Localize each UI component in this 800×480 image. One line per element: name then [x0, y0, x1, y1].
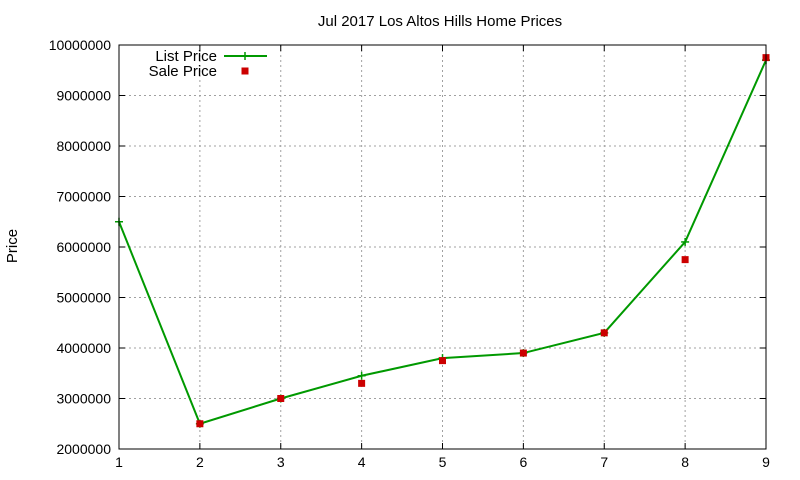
y-tick-label: 2000000: [56, 441, 111, 457]
x-tick-label: 1: [115, 454, 123, 470]
sale-price-point: [277, 395, 285, 402]
x-tick-label: 3: [277, 454, 285, 470]
x-tick-label: 5: [439, 454, 447, 470]
sale-price-point: [439, 357, 446, 365]
sale-price-point: [519, 349, 527, 357]
x-tick-label: 2: [196, 454, 204, 470]
tick-layer: 1 2 3 4 5 6 7 8 9 2000000 3000000 4000000 5000000 600…: [49, 37, 770, 470]
y-tick-label: 5000000: [56, 290, 111, 306]
y-tick-label: 10000000: [49, 37, 112, 53]
legend-label-sale-price: Sale Price: [149, 63, 217, 80]
y-tick-label: 8000000: [56, 138, 111, 154]
chart-title: Jul 2017 Los Altos Hills Home Prices: [318, 13, 562, 30]
y-tick-label: 3000000: [56, 391, 111, 407]
legend-marker-sale-price: [241, 67, 249, 75]
y-tick-label: 4000000: [56, 340, 111, 356]
y-tick-label: 7000000: [56, 189, 111, 205]
list-price-point: [357, 371, 366, 380]
sale-price-point: [196, 420, 204, 428]
x-tick-label: 8: [681, 454, 689, 470]
x-tick-label: 4: [358, 454, 366, 470]
legend-marker-list-price: [241, 52, 249, 60]
sale-price-point: [600, 329, 608, 337]
y-axis-label: Price: [4, 229, 21, 263]
grid: [119, 45, 766, 449]
y-tick-label: 6000000: [56, 239, 111, 255]
sale-price-point: [681, 256, 689, 264]
x-tick-label: 6: [519, 454, 527, 470]
legend-label-list-price: List Price: [155, 48, 217, 65]
list-price-point: [681, 237, 690, 246]
y-tick-label: 9000000: [56, 88, 111, 104]
sale-price-point: [358, 379, 366, 387]
x-tick-label: 9: [762, 454, 770, 470]
x-tick-label: 7: [600, 454, 608, 470]
